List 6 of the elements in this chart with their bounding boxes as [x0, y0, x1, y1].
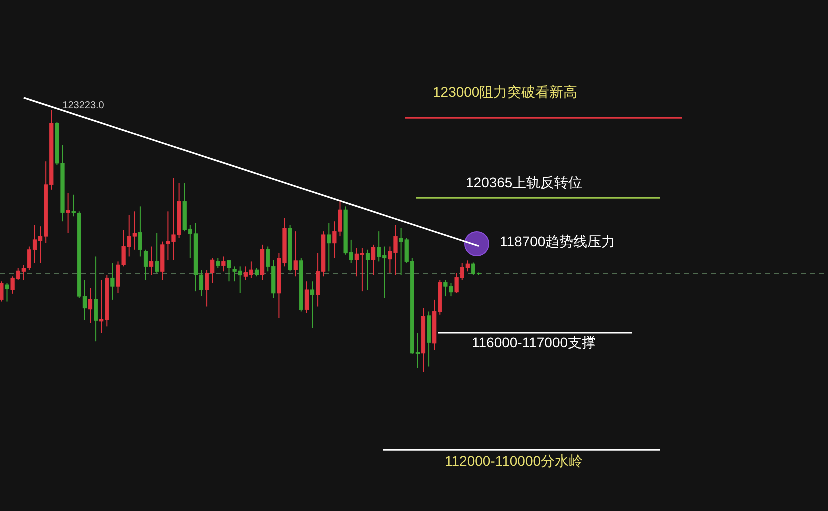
ref-line-label: 112000-110000分水岭 — [445, 452, 584, 469]
ref-line-label: 123000阻力突破看新高 — [433, 84, 578, 100]
ref-line-label: 120365上轨反转位 — [466, 174, 583, 191]
text: 118700趋势线压力 — [500, 234, 616, 250]
annotation: 123223.0 — [62, 100, 105, 112]
ref-line-label: 116000-117000支撑 — [472, 334, 596, 351]
